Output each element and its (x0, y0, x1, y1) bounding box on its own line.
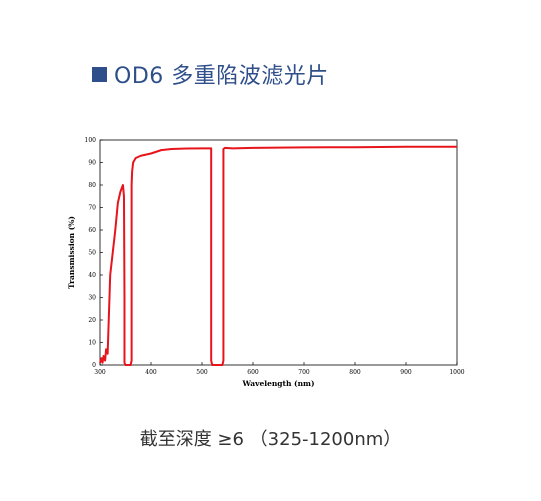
x-tick-label: 300 (94, 369, 106, 376)
x-tick-label: 800 (349, 369, 361, 376)
cutoff-depth-caption: 截至深度 ≥6 （325-1200nm） (139, 429, 402, 450)
section-heading: OD6 多重陷波滤光片 (92, 58, 329, 90)
y-tick-label: 20 (88, 317, 96, 324)
y-tick-label: 0 (92, 362, 96, 369)
y-tick-label: 40 (88, 272, 96, 279)
x-tick-label: 700 (298, 369, 310, 376)
transmission-chart: 0 10 20 30 40 50 60 70 80 90 100 300 400 500 600 700 80… (67, 137, 465, 388)
y-tick-label: 60 (88, 227, 96, 234)
plot-frame (99, 139, 458, 366)
x-tick-label: 600 (247, 369, 259, 376)
y-tick-label: 80 (88, 182, 96, 189)
y-tick-label: 100 (85, 137, 97, 144)
y-tick-label: 90 (88, 160, 96, 167)
y-axis-ticks: 0 10 20 30 40 50 60 70 80 90 100 (85, 137, 103, 369)
x-tick-label: 1000 (449, 369, 464, 376)
y-axis-label: Transmission (%) (67, 216, 76, 289)
chart-series (99, 145, 457, 366)
y-tick-label: 70 (88, 205, 96, 212)
x-axis-ticks: 300 400 500 600 700 800 900 1000 (94, 362, 465, 376)
y-tick-label: 50 (88, 250, 96, 257)
x-tick-label: 400 (145, 369, 157, 376)
transmission-series-line (99, 145, 457, 366)
x-tick-label: 500 (196, 369, 208, 376)
x-axis-label: Wavelength (nm) (241, 379, 314, 388)
y-tick-label: 30 (88, 295, 96, 302)
chart-axes (99, 139, 458, 366)
y-tick-label: 10 (88, 340, 96, 347)
heading-title: OD6 多重陷波滤光片 (114, 64, 329, 89)
square-bullet-icon (92, 66, 107, 82)
x-tick-label: 900 (400, 369, 412, 376)
